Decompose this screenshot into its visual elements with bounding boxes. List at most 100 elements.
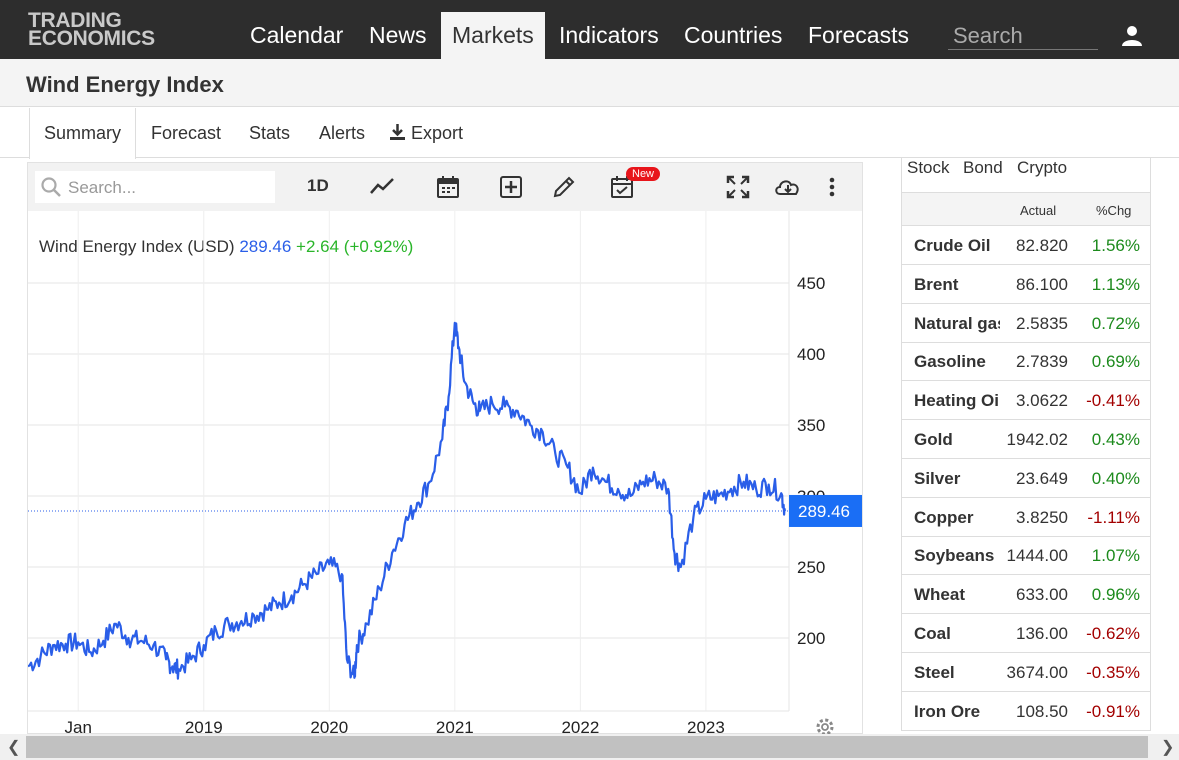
y-tick-label: 350 <box>797 416 825 435</box>
compare-add-icon[interactable] <box>499 175 523 199</box>
market-name[interactable]: Iron Ore <box>914 701 981 721</box>
market-change: 1.07% <box>1091 546 1140 566</box>
market-row[interactable]: Wheat 633.00 0.96% <box>901 575 1151 615</box>
x-tick-label: 2021 <box>436 718 474 735</box>
market-actual: 86.100 <box>1016 274 1068 294</box>
user-icon[interactable] <box>1120 24 1144 48</box>
tab-export[interactable]: Export <box>389 108 463 158</box>
x-tick-label: 2019 <box>185 718 223 735</box>
markets-tab-stock[interactable]: Stock <box>907 158 950 177</box>
logo-line-1: TRADING <box>28 9 122 32</box>
market-row[interactable]: Natural gas 2.5835 0.72% <box>901 303 1151 343</box>
market-row[interactable]: Gold 1942.02 0.43% <box>901 420 1151 459</box>
new-badge: New <box>626 167 661 181</box>
market-actual: 3.0622 <box>1016 391 1068 411</box>
calendar-icon[interactable] <box>436 175 460 199</box>
line-chart-icon[interactable] <box>370 175 394 199</box>
x-tick-label: 2023 <box>687 718 725 735</box>
market-name[interactable]: Soybeans <box>914 546 995 566</box>
market-change: -0.41% <box>1086 391 1140 411</box>
market-name[interactable]: Natural gas <box>914 313 1000 333</box>
event-calendar-icon[interactable] <box>610 175 634 199</box>
market-actual: 82.820 <box>1016 236 1068 255</box>
nav-news[interactable]: News <box>369 22 427 48</box>
scrollbar-thumb[interactable] <box>26 736 1148 758</box>
markets-panel: Stock Bond Crypto Actual %Chg Crude Oil 8… <box>901 158 1151 733</box>
site-search-input[interactable] <box>948 22 1098 50</box>
nav-countries[interactable]: Countries <box>684 22 783 48</box>
current-value-label: 289.46 <box>798 502 850 521</box>
market-row[interactable]: Coal 136.00 -0.62% <box>901 614 1151 653</box>
chart-panel: Search... 1D New <box>27 162 863 735</box>
x-tick-label: 2020 <box>310 718 348 735</box>
market-row[interactable]: Steel 3674.00 -0.35% <box>901 652 1151 692</box>
markets-tab-crypto[interactable]: Crypto <box>1017 158 1068 177</box>
y-tick-label: 400 <box>797 345 825 364</box>
title-bar: Wind Energy Index <box>0 59 1179 107</box>
chart-settings-gear-icon[interactable] <box>816 718 834 735</box>
market-change: -0.35% <box>1086 662 1140 682</box>
x-tick-label: Jan <box>65 718 92 735</box>
market-name[interactable]: Gasoline <box>914 352 986 372</box>
period-selector[interactable]: 1D <box>307 176 329 195</box>
market-row[interactable]: Soybeans 1444.00 1.07% <box>901 536 1151 576</box>
market-actual: 3674.00 <box>1006 662 1068 682</box>
download-icon <box>390 124 405 140</box>
page-title: Wind Energy Index <box>26 72 224 97</box>
market-row[interactable]: Heating Oil 3.0622 -0.41% <box>901 381 1151 421</box>
nav-indicators[interactable]: Indicators <box>559 22 659 48</box>
top-navbar: TRADING ECONOMICS Calendar News Markets … <box>0 0 1179 59</box>
market-actual: 2.5835 <box>1016 313 1068 333</box>
tab-summary[interactable]: Summary <box>29 108 137 159</box>
tab-forecast[interactable]: Forecast <box>151 123 222 143</box>
market-change: -0.91% <box>1086 701 1140 721</box>
chart-search-box[interactable]: Search... <box>35 171 275 203</box>
market-name[interactable]: Brent <box>914 274 959 294</box>
market-name[interactable]: Silver <box>914 468 961 488</box>
markets-tab-bond[interactable]: Bond <box>963 158 1003 177</box>
pencil-draw-icon[interactable] <box>552 175 576 199</box>
market-row[interactable]: Crude Oil 82.820 1.56% <box>901 226 1151 265</box>
price-chart[interactable]: 450400350300250200Jan2019202020212022202… <box>28 211 862 735</box>
market-name[interactable]: Coal <box>914 624 951 643</box>
nav-markets[interactable]: Markets <box>441 12 545 59</box>
scroll-right-arrow[interactable]: ❯ <box>1161 739 1175 756</box>
header-actual: Actual <box>1020 203 1057 218</box>
y-tick-label: 200 <box>797 629 825 648</box>
market-actual: 3.8250 <box>1016 507 1068 527</box>
market-actual: 1444.00 <box>1006 546 1068 566</box>
logo-line-2: ECONOMICS <box>28 26 155 50</box>
fullscreen-icon[interactable] <box>726 175 750 199</box>
market-change: -1.11% <box>1087 507 1140 527</box>
market-name[interactable]: Steel <box>914 662 955 682</box>
cloud-download-icon[interactable] <box>774 175 802 199</box>
scroll-left-arrow[interactable]: ❮ <box>7 739 21 756</box>
market-actual: 136.00 <box>1016 624 1068 643</box>
market-name[interactable]: Crude Oil <box>914 236 991 255</box>
market-name[interactable]: Gold <box>914 430 953 449</box>
legend-value: 289.46 <box>239 237 292 256</box>
market-actual: 108.50 <box>1016 701 1068 721</box>
market-row[interactable]: Copper 3.8250 -1.11% <box>901 497 1151 537</box>
markets-header: Actual %Chg <box>901 192 1151 226</box>
market-row[interactable]: Silver 23.649 0.40% <box>901 458 1151 498</box>
site-logo[interactable]: TRADING ECONOMICS <box>28 9 155 50</box>
market-name[interactable]: Copper <box>914 507 974 527</box>
y-tick-label: 250 <box>797 558 825 577</box>
market-actual: 633.00 <box>1016 585 1068 605</box>
market-change: 1.13% <box>1091 274 1140 294</box>
tab-stats[interactable]: Stats <box>249 123 291 143</box>
market-row[interactable]: Gasoline 2.7839 0.69% <box>901 342 1151 382</box>
horizontal-scrollbar[interactable]: ❮ ❯ <box>0 734 1179 760</box>
market-name[interactable]: Wheat <box>914 585 965 605</box>
market-actual: 23.649 <box>1016 468 1068 488</box>
more-options-icon[interactable] <box>820 175 844 199</box>
market-change: 0.69% <box>1091 352 1140 372</box>
markets-tabs: Stock Bond Crypto <box>901 158 1151 192</box>
nav-forecasts[interactable]: Forecasts <box>808 22 909 48</box>
market-name[interactable]: Heating Oil <box>914 391 1000 411</box>
market-row[interactable]: Brent 86.100 1.13% <box>901 264 1151 304</box>
market-row[interactable]: Iron Ore 108.50 -0.91% <box>901 691 1151 731</box>
nav-calendar[interactable]: Calendar <box>250 22 344 48</box>
tab-alerts[interactable]: Alerts <box>319 123 366 143</box>
